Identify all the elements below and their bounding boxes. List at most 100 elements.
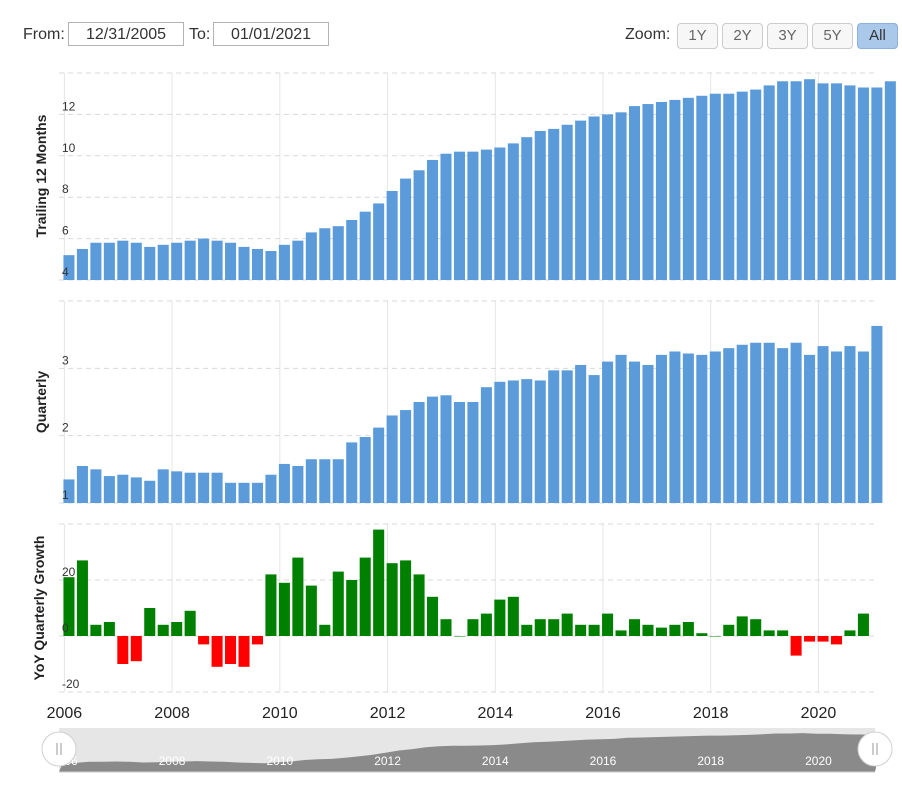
handle-circle[interactable] xyxy=(41,731,77,767)
zoom-2y-button[interactable]: 2Y xyxy=(722,23,763,49)
bar[interactable] xyxy=(90,469,102,503)
bar[interactable] xyxy=(211,472,223,503)
bar[interactable] xyxy=(615,112,627,280)
bar[interactable] xyxy=(830,351,843,504)
bar[interactable] xyxy=(278,244,290,280)
bar[interactable] xyxy=(682,622,694,636)
bar[interactable] xyxy=(90,242,102,280)
bar[interactable] xyxy=(103,476,115,503)
bar[interactable] xyxy=(373,427,385,503)
bar[interactable] xyxy=(413,402,425,503)
bar[interactable] xyxy=(602,613,614,636)
bar[interactable] xyxy=(117,474,129,503)
bar[interactable] xyxy=(346,442,358,503)
bar[interactable] xyxy=(494,381,506,503)
bar[interactable] xyxy=(628,106,641,281)
bar[interactable] xyxy=(480,149,492,280)
bar[interactable] xyxy=(467,619,479,636)
bar[interactable] xyxy=(642,364,654,503)
bar[interactable] xyxy=(507,143,519,280)
bar[interactable] xyxy=(157,244,169,280)
bar[interactable] xyxy=(602,114,614,281)
bar[interactable] xyxy=(480,613,492,636)
bar[interactable] xyxy=(575,364,587,503)
bar[interactable] xyxy=(440,395,452,503)
navigator-right-handle[interactable] xyxy=(857,731,893,767)
bar[interactable] xyxy=(292,240,304,280)
bar[interactable] xyxy=(804,79,816,281)
bar[interactable] xyxy=(76,465,88,503)
handle-circle[interactable] xyxy=(857,731,893,767)
bar[interactable] xyxy=(251,248,263,280)
bar[interactable] xyxy=(507,380,519,503)
bar[interactable] xyxy=(157,469,169,503)
bar[interactable] xyxy=(427,596,439,636)
bar[interactable] xyxy=(817,83,829,280)
bar[interactable] xyxy=(736,616,748,636)
bar[interactable] xyxy=(184,240,196,280)
bar[interactable] xyxy=(453,402,465,503)
bar[interactable] xyxy=(413,574,425,636)
bar[interactable] xyxy=(76,560,88,636)
bar[interactable] xyxy=(171,242,183,280)
bar[interactable] xyxy=(332,571,344,636)
bar[interactable] xyxy=(682,97,694,280)
bar[interactable] xyxy=(790,636,802,656)
bar[interactable] xyxy=(225,482,237,503)
bar[interactable] xyxy=(265,251,277,280)
bar[interactable] xyxy=(575,624,587,636)
bar[interactable] xyxy=(521,137,533,280)
zoom-3y-button[interactable]: 3Y xyxy=(767,23,808,49)
bar[interactable] xyxy=(144,480,156,503)
bar[interactable] xyxy=(373,529,385,636)
zoom-1y-button[interactable]: 1Y xyxy=(677,23,718,49)
bar[interactable] xyxy=(628,361,641,503)
bar[interactable] xyxy=(278,463,290,503)
bar[interactable] xyxy=(198,472,210,503)
bar[interactable] xyxy=(332,459,344,503)
bar[interactable] xyxy=(386,415,398,503)
bar[interactable] xyxy=(130,242,142,280)
bar[interactable] xyxy=(723,348,735,503)
bar[interactable] xyxy=(561,124,573,280)
bar[interactable] xyxy=(548,370,560,503)
bar[interactable] xyxy=(669,624,681,636)
bar[interactable] xyxy=(251,482,263,503)
bar[interactable] xyxy=(373,203,385,280)
bar[interactable] xyxy=(265,574,277,636)
bar[interactable] xyxy=(359,557,371,636)
bar[interactable] xyxy=(763,630,775,636)
bar[interactable] xyxy=(655,627,667,636)
bar[interactable] xyxy=(130,477,142,503)
bar[interactable] xyxy=(467,151,479,280)
bar[interactable] xyxy=(413,170,425,280)
navigator-left-handle[interactable] xyxy=(41,731,77,767)
bar[interactable] xyxy=(305,232,317,280)
bar[interactable] xyxy=(534,130,546,280)
bar[interactable] xyxy=(830,636,843,645)
bar[interactable] xyxy=(642,624,654,636)
bar[interactable] xyxy=(63,577,75,636)
bar[interactable] xyxy=(76,248,88,280)
bar[interactable] xyxy=(319,459,331,503)
bar[interactable] xyxy=(696,633,708,636)
bar[interactable] xyxy=(534,380,546,503)
bar[interactable] xyxy=(292,557,304,636)
bar[interactable] xyxy=(857,351,869,504)
bar[interactable] xyxy=(655,101,667,280)
bar[interactable] xyxy=(750,342,762,503)
bar[interactable] xyxy=(817,636,829,642)
bar[interactable] xyxy=(844,346,856,503)
bar[interactable] xyxy=(844,85,856,280)
bar[interactable] xyxy=(467,402,479,503)
bar[interactable] xyxy=(184,610,196,636)
bar[interactable] xyxy=(103,242,115,280)
bar[interactable] xyxy=(440,153,452,280)
bar[interactable] xyxy=(696,354,708,503)
bar[interactable] xyxy=(588,624,600,636)
bar[interactable] xyxy=(211,636,223,667)
bar[interactable] xyxy=(453,151,465,280)
bar[interactable] xyxy=(346,580,358,636)
bar[interactable] xyxy=(521,379,533,503)
